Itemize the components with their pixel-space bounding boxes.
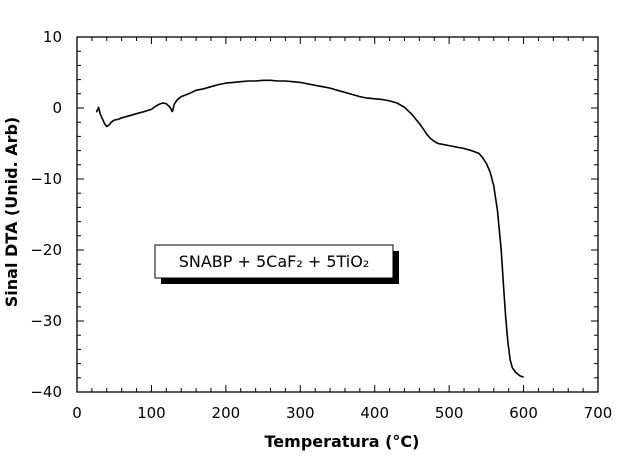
x-tick-label: 200	[212, 404, 241, 422]
legend-box: SNABP + 5CaF₂ + 5TiO₂	[154, 244, 399, 284]
x-tick-labels: 0 100 200 300 400 500 600 700	[72, 404, 612, 422]
x-tick-label: 100	[137, 404, 166, 422]
axis-ticks	[76, 36, 599, 393]
plot-frame	[76, 36, 599, 393]
x-tick-label: 300	[286, 404, 315, 422]
y-tick-labels: 10 0 −10 −20 −30 −40	[30, 28, 62, 401]
y-tick-label: −30	[30, 312, 62, 330]
y-tick-label: 10	[43, 28, 62, 46]
x-tick-label: 500	[435, 404, 464, 422]
y-tick-label: 0	[52, 99, 62, 117]
x-tick-label: 0	[72, 404, 82, 422]
y-tick-label: −10	[30, 170, 62, 188]
x-tick-label: 400	[360, 404, 389, 422]
dta-series-line	[95, 79, 524, 378]
x-tick-label: 600	[509, 404, 538, 422]
legend-box-text: SNABP + 5CaF₂ + 5TiO₂	[179, 252, 370, 271]
x-axis-title: Temperatura (°C)	[265, 432, 420, 451]
y-tick-label: −20	[30, 241, 62, 259]
x-tick-label: 700	[584, 404, 613, 422]
legend-box-frame	[154, 244, 394, 279]
y-axis-title: Sinal DTA (Unid. Arb)	[2, 117, 21, 307]
y-tick-label: −40	[30, 383, 62, 401]
